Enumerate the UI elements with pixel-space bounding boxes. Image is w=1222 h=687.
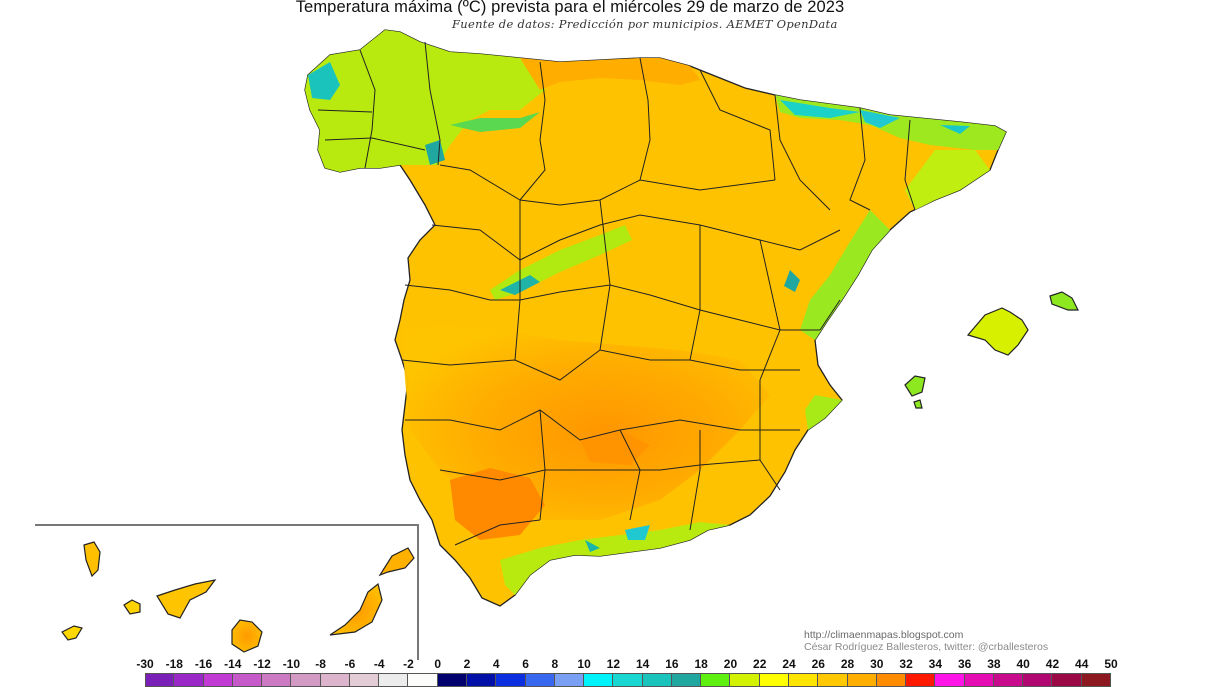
legend-color-box (935, 673, 965, 687)
legend-label: 18 (694, 657, 708, 671)
legend-label: -14 (224, 657, 242, 671)
legend-label: -2 (403, 657, 414, 671)
temperature-legend: -30 -18 -16 -14 -12 -10 -8 -6 -4 -2 0 2 4 6 8 10 12 14 16 1… (0, 656, 1222, 687)
legend-color-box (232, 673, 263, 687)
legend-color-box (759, 673, 789, 687)
legend-color-box (525, 673, 555, 687)
legend-color-box (906, 673, 936, 687)
legend-label: 50 (1104, 657, 1118, 671)
legend-label: 38 (987, 657, 1001, 671)
legend-label: 10 (577, 657, 591, 671)
legend-color-box (349, 673, 380, 687)
legend-color-box (174, 673, 204, 687)
legend-label: -16 (194, 657, 213, 671)
legend-label: 28 (840, 657, 855, 671)
legend-color-box (379, 673, 409, 687)
credit-url: http://climaenmapas.blogspot.com (804, 629, 964, 641)
legend-label: -4 (373, 657, 385, 671)
legend-color-box (291, 673, 321, 687)
legend-color-box (496, 673, 526, 687)
legend-color-box (262, 673, 292, 687)
data-source-subtitle: Fuente de datos: Predicción por municipi… (452, 17, 838, 31)
legend-color-box (320, 673, 350, 687)
legend-color-box (847, 673, 877, 687)
legend-color-box (1081, 673, 1111, 687)
legend-color-box (145, 673, 175, 687)
legend-color-box (1023, 673, 1053, 687)
legend-color-box (964, 673, 994, 687)
canary-inset-frame-top (35, 524, 419, 526)
legend-label: 16 (665, 657, 679, 671)
legend-label: 22 (753, 657, 767, 671)
legend-color-box (554, 673, 585, 687)
legend-color-box (467, 673, 497, 687)
legend-color-box (408, 673, 438, 687)
legend-label: -8 (315, 657, 326, 671)
legend-label: 8 (551, 657, 559, 671)
legend-color-box (1052, 673, 1082, 687)
legend-label: -6 (344, 657, 356, 671)
legend-label: 34 (928, 657, 943, 671)
legend-label: 12 (606, 657, 621, 671)
legend-label: 44 (1075, 657, 1089, 671)
legend-label: 6 (522, 657, 529, 671)
legend-color-box (437, 673, 467, 687)
legend-label: 32 (899, 657, 913, 671)
legend-color-box (730, 673, 760, 687)
legend-label: 4 (492, 657, 500, 671)
legend-color-box (876, 673, 907, 687)
canary-inset-frame-right (417, 524, 419, 660)
legend-label: 14 (635, 657, 650, 671)
legend-color-box (993, 673, 1024, 687)
legend-color-box (701, 673, 731, 687)
legend-label: 24 (782, 657, 796, 671)
legend-label: 0 (434, 657, 442, 671)
legend-color-box (818, 673, 848, 687)
legend-label: -30 (136, 657, 154, 671)
legend-label: 20 (723, 657, 738, 671)
temperature-map (61, 29, 1079, 653)
legend-color-box (203, 673, 233, 687)
legend-label: 26 (811, 657, 825, 671)
map-title: Temperatura máxima (ºC) prevista para el… (295, 0, 845, 16)
legend-label: 36 (957, 657, 972, 671)
legend-color-box (584, 673, 614, 687)
canary-islands-inset (61, 541, 415, 653)
legend-color-box (671, 673, 702, 687)
legend-color-box (642, 673, 672, 687)
legend-label: 2 (463, 657, 471, 671)
legend-label: -10 (282, 657, 301, 671)
mainland-spain (304, 29, 1007, 607)
balearic-islands (904, 291, 1079, 409)
credit-author: César Rodríguez Ballesteros, twitter: @c… (804, 641, 1049, 653)
legend-label: 42 (1045, 657, 1060, 671)
legend-color-box (613, 673, 643, 687)
legend-label: 30 (870, 657, 884, 671)
legend-color-box (789, 673, 819, 687)
legend-label: -12 (253, 657, 271, 671)
legend-label: 40 (1016, 657, 1030, 671)
legend-label: -18 (165, 657, 183, 671)
